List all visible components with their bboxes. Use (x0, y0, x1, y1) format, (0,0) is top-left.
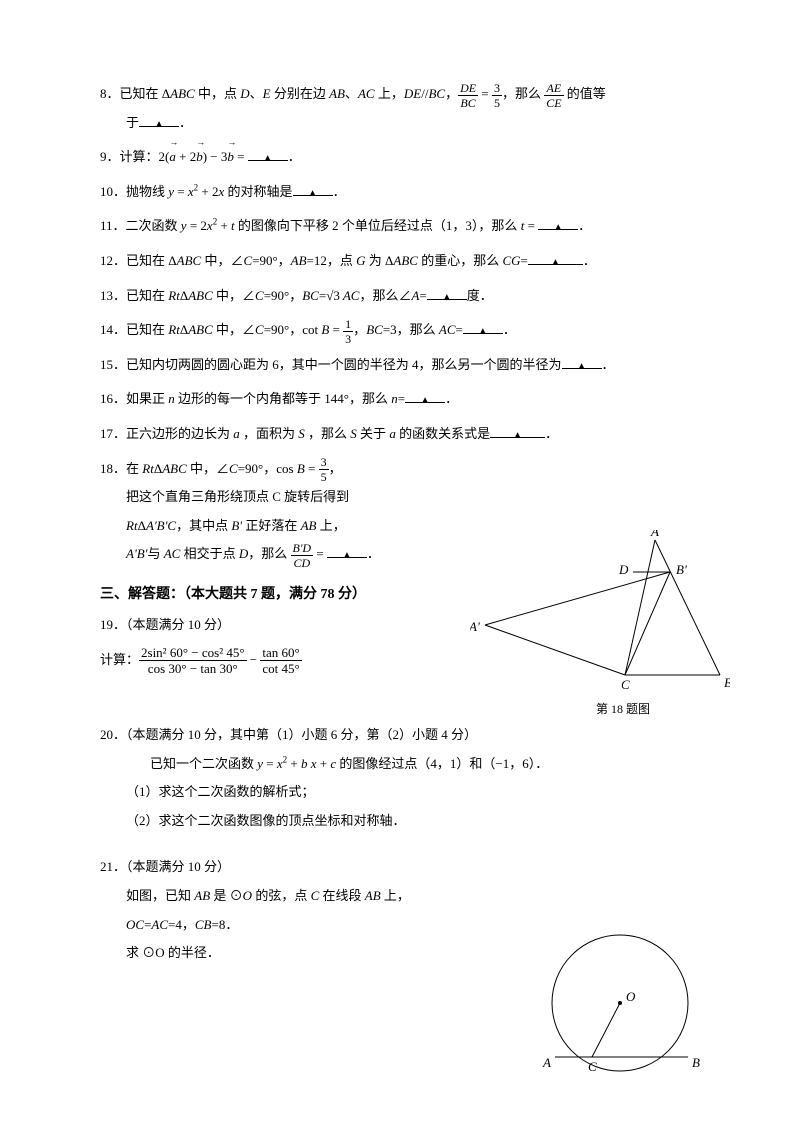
svg-text:C: C (621, 677, 630, 692)
svg-text:O: O (626, 989, 636, 1004)
question-16: 16．如果正 n 边形的每一个内角都等于 144°，那么 n=▲． (100, 385, 700, 414)
answer-blank[interactable]: ▲ (327, 543, 367, 558)
q19-num: 19 (100, 617, 113, 632)
question-8: 8．已知在 ΔABC 中，点 D、E 分别在边 AB、AC 上，DE//BC，D… (100, 80, 700, 137)
fraction: 35 (492, 82, 502, 109)
answer-blank[interactable]: ▲ (463, 319, 503, 334)
q18-num: 18 (100, 461, 113, 476)
exam-page: 8．已知在 ΔABC 中，点 D、E 分别在边 AB、AC 上，DE//BC，D… (0, 0, 800, 1132)
question-20: 20．（本题满分 10 分，其中第（1）小题 6 分，第（2）小题 4 分） 已… (100, 721, 700, 835)
q14-num: 14 (100, 322, 113, 337)
svg-text:D: D (618, 562, 629, 577)
q12-num: 12 (100, 253, 113, 268)
q13-num: 13 (100, 288, 113, 303)
question-15: 15．已知内切两圆的圆心距为 6，其中一个圆的半径为 4，那么另一个圆的半径为▲… (100, 351, 700, 380)
question-10: 10．抛物线 y = x2 + 2x 的对称轴是▲． (100, 178, 700, 207)
q10-num: 10 (100, 184, 113, 199)
answer-blank[interactable]: ▲ (248, 146, 288, 161)
answer-blank[interactable]: ▲ (538, 215, 578, 230)
question-9: 9．计算：2(a + 2b) − 3b = ▲． (100, 143, 700, 172)
question-18: 18．在 RtΔABC 中，∠C=90°，cos B = 35， 把这个直角三角… (100, 455, 440, 569)
q20-num: 20 (100, 727, 113, 742)
figure-18-caption: 第 18 题图 (596, 700, 650, 717)
answer-blank[interactable]: ▲ (139, 112, 179, 127)
fraction: 2sin² 60° − cos² 45°cos 30° − tan 30° (139, 646, 247, 675)
fraction: 13 (343, 318, 353, 345)
svg-text:C: C (588, 1059, 597, 1074)
answer-blank[interactable]: ▲ (528, 250, 583, 265)
answer-blank[interactable]: ▲ (490, 423, 545, 438)
question-13: 13．已知在 RtΔABC 中，∠C=90°，BC=√3 AC，那么∠A=▲度． (100, 282, 700, 311)
figure-21-circle: A B C O (530, 930, 710, 1090)
fraction: DEBC (458, 82, 478, 109)
q17-num: 17 (100, 426, 113, 441)
fraction: B'DCD (291, 542, 314, 569)
answer-blank[interactable]: ▲ (405, 388, 445, 403)
svg-text:B: B (724, 675, 730, 690)
question-21: 21．（本题满分 10 分） 如图，已知 AB 是 ⊙O 的弦，点 C 在线段 … (100, 853, 460, 967)
q15-num: 15 (100, 357, 113, 372)
fraction: 35 (319, 456, 329, 483)
answer-blank[interactable]: ▲ (562, 354, 602, 369)
answer-blank[interactable]: ▲ (427, 285, 467, 300)
svg-text:B': B' (676, 562, 687, 577)
answer-blank[interactable]: ▲ (293, 181, 333, 196)
fraction: tan 60°cot 45° (260, 646, 301, 675)
question-17: 17．正六边形的边长为 a ，面积为 S ，那么 S 关于 a 的函数关系式是▲… (100, 420, 700, 449)
question-14: 14．已知在 RtΔABC 中，∠C=90°，cot B = 13，BC=3，那… (100, 316, 700, 345)
q16-num: 16 (100, 391, 113, 406)
question-11: 11．二次函数 y = 2x2 + t 的图像向下平移 2 个单位后经过点（1，… (100, 212, 700, 241)
svg-text:A': A' (470, 619, 480, 634)
q11-num: 11 (100, 218, 113, 233)
fraction: AECE (544, 82, 563, 109)
q21-num: 21 (100, 859, 113, 874)
question-12: 12．已知在 ΔABC 中，∠C=90°，AB=12，点 G 为 ΔABC 的重… (100, 247, 700, 276)
svg-text:A: A (650, 530, 659, 539)
svg-text:B: B (692, 1055, 700, 1070)
svg-text:A: A (542, 1055, 551, 1070)
figure-18-triangle: A B C A' B' D (470, 530, 730, 700)
